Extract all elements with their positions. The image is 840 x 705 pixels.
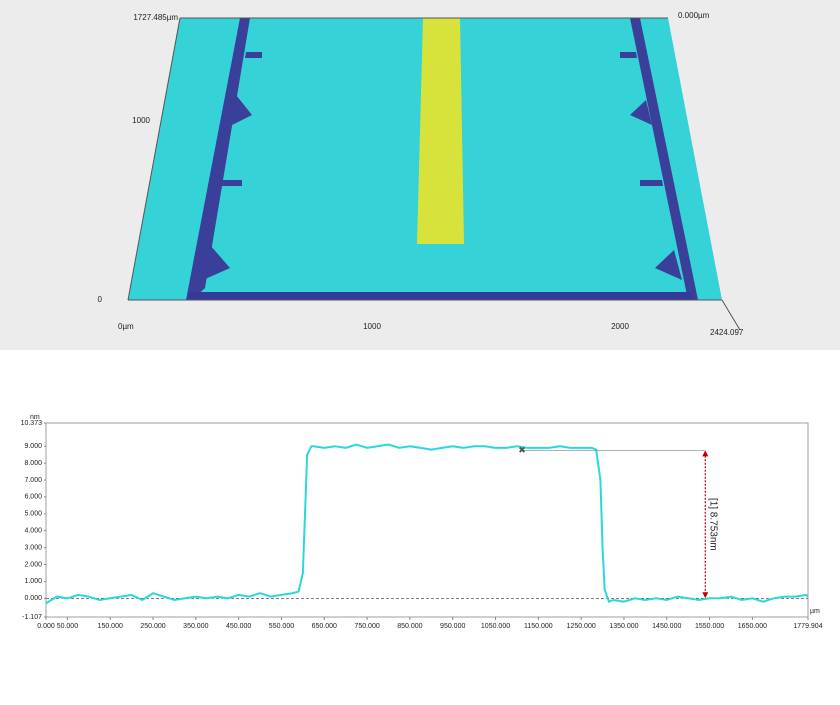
tab bbox=[221, 180, 242, 186]
bottom-edge bbox=[186, 292, 694, 300]
left-edge bbox=[186, 18, 250, 300]
x-tick-label: 1779.904 bbox=[793, 623, 822, 630]
axis bbox=[127, 17, 181, 301]
notch bbox=[232, 95, 252, 125]
tab bbox=[640, 180, 663, 186]
profile-chart: nm µm -1.107 0.000 1.000 2.000 3.000 4.000 5.0… bbox=[21, 414, 823, 630]
x-tick-label: 0.000 bbox=[37, 623, 55, 630]
x-tick-label: 1150.000 bbox=[524, 623, 553, 630]
right-edge bbox=[630, 18, 698, 300]
x-label: 2000 bbox=[611, 322, 629, 331]
z-label: 0.000µm bbox=[678, 11, 710, 20]
x-tick-label: 1250.000 bbox=[567, 623, 596, 630]
x-tick-label: 350.000 bbox=[183, 623, 208, 630]
axis bbox=[721, 299, 741, 331]
annotation-label: [1] 8.753nm bbox=[708, 498, 719, 551]
x-tick-label: 750.000 bbox=[354, 623, 379, 630]
y-label: 1727.485µm bbox=[133, 13, 178, 22]
profile-line bbox=[45, 443, 809, 605]
notch bbox=[203, 245, 230, 280]
x-tick-label: 1350.000 bbox=[609, 623, 638, 630]
y-tick-label: 9.000 bbox=[24, 443, 42, 450]
x-tick-label: 450.000 bbox=[226, 623, 251, 630]
x-tick-label: 1650.000 bbox=[738, 623, 767, 630]
x-label: 2424.097 bbox=[710, 328, 744, 337]
y-tick-label: 4.000 bbox=[24, 528, 42, 535]
y-tick-label: 7.000 bbox=[24, 477, 42, 484]
y-tick-label: 3.000 bbox=[24, 544, 42, 551]
x-tick-label: 1050.000 bbox=[481, 623, 510, 630]
x-tick-label: 250.000 bbox=[140, 623, 165, 630]
plot-frame bbox=[45, 422, 809, 618]
x-tick-label: 550.000 bbox=[269, 623, 294, 630]
y-tick-label: 5.000 bbox=[24, 511, 42, 518]
y-unit: nm bbox=[30, 414, 40, 421]
y-tick-label: 6.000 bbox=[24, 494, 42, 501]
yellow-strip bbox=[417, 18, 464, 244]
y-tick-label: -1.107 bbox=[22, 614, 42, 621]
arrow-head bbox=[702, 450, 709, 457]
y-tick-label: 2.000 bbox=[24, 561, 42, 568]
surface-view: 1727.485µm 1000 0 0µm 1000 2000 2424.097… bbox=[0, 0, 840, 350]
x-unit: µm bbox=[810, 608, 820, 615]
notch bbox=[655, 250, 682, 280]
y-tick-label: 8.000 bbox=[24, 460, 42, 467]
x-tick-label: 1450.000 bbox=[652, 623, 681, 630]
tab bbox=[245, 52, 262, 58]
x-tick-label: 50.000 bbox=[57, 623, 79, 630]
y-label: 1000 bbox=[132, 116, 150, 125]
x-tick-label: 650.000 bbox=[312, 623, 337, 630]
x-marker: ✖ bbox=[518, 445, 526, 455]
x-label: 0µm bbox=[118, 322, 134, 331]
x-tick-label: 150.000 bbox=[98, 623, 123, 630]
x-tick-label: 950.000 bbox=[440, 623, 465, 630]
y-tick-label: 10.373 bbox=[21, 420, 43, 427]
arrow-head bbox=[702, 592, 709, 599]
x-tick-label: 850.000 bbox=[397, 623, 422, 630]
x-label: 1000 bbox=[363, 322, 381, 331]
y-tick-label: 1.000 bbox=[24, 578, 42, 585]
notch bbox=[630, 100, 652, 125]
y-tick-label: 0.000 bbox=[24, 595, 42, 602]
x-tick-label: 1550.000 bbox=[695, 623, 724, 630]
y-label: 0 bbox=[98, 295, 103, 304]
tab bbox=[620, 52, 637, 58]
